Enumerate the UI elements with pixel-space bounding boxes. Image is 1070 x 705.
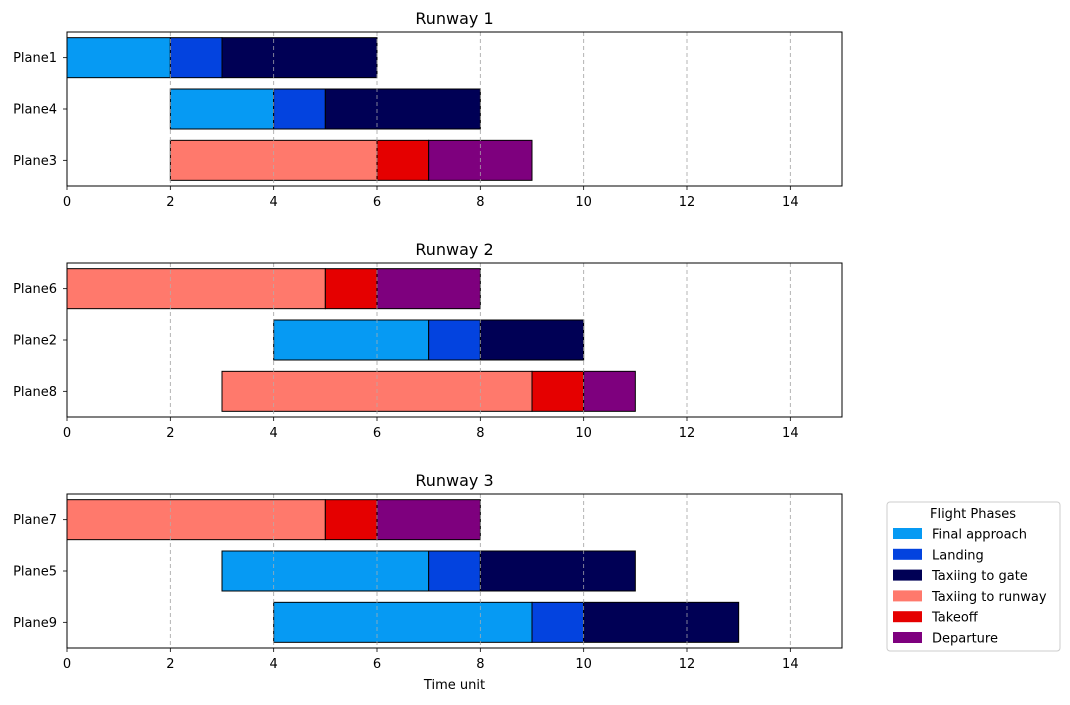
x-tick-label: 4 [270,657,278,672]
bar-segment [583,601,740,643]
legend-label: Takeoff [931,611,979,626]
legend-entry: Landing [893,548,984,563]
x-tick-label: 10 [575,426,592,441]
bar-segment [376,268,481,310]
x-tick-label: 14 [782,426,799,441]
x-tick-label: 6 [373,426,381,441]
legend-title: Flight Phases [930,507,1016,522]
subplot-title: Runway 2 [415,240,493,259]
legend-label: Departure [932,632,998,647]
bar-segment [66,499,326,541]
subplot-title: Runway 1 [415,9,493,28]
x-tick-label: 14 [782,657,799,672]
bar-segment [428,550,481,592]
x-tick-label: 10 [575,195,592,210]
bar-segment [376,139,430,181]
bar-segment [221,550,430,592]
x-tick-label: 2 [166,426,174,441]
bar-segment [66,37,171,79]
x-tick-label: 6 [373,195,381,210]
legend-swatch [893,632,922,643]
bar-segment [169,88,275,130]
y-tick-label: Plane4 [13,103,57,118]
bar-segment [324,88,481,130]
x-tick-label: 14 [782,195,799,210]
x-tick-label: 2 [166,195,174,210]
legend-swatch [893,528,922,539]
bar-segment [531,601,585,643]
legend-box [886,501,1061,652]
legend-swatch [893,548,922,560]
x-tick-label: 4 [270,195,278,210]
subplot-3: Plane7 Plane5 Plane9 0 2 4 6 8 10 12 14 Runway 3 [13,471,843,672]
axes-frame [66,493,843,649]
legend-entry: Final approach [893,528,1027,543]
x-tick-label: 0 [63,657,71,672]
bar-segment [273,88,326,130]
x-tick-label: 6 [373,657,381,672]
legend-swatch [893,590,922,602]
x-tick-label: 10 [575,657,592,672]
x-axis-label: Time unit [423,678,485,693]
legend-label: Landing [932,548,984,563]
y-tick-label: Plane1 [13,51,57,66]
bar-segment [479,550,636,592]
y-tick-label: Plane3 [13,154,57,169]
legend-label: Taxiing to runway [931,590,1047,605]
bar-segment [324,499,378,541]
legend-entry: Departure [893,632,998,647]
y-tick-label: Plane9 [13,616,57,631]
legend: Flight Phases Final approach Landing Taxiin… [886,501,1061,652]
subplot-2: Plane6 Plane2 Plane8 0 2 4 6 8 10 12 14 Runway 2 [13,240,843,441]
legend-swatch [893,569,922,581]
x-tick-label: 2 [166,657,174,672]
axes-frame [66,31,843,187]
x-tick-label: 0 [63,426,71,441]
x-tick-label: 0 [63,195,71,210]
y-tick-label: Plane8 [13,385,57,400]
legend-entry: Takeoff [893,611,979,626]
bar-segment [583,370,636,412]
x-tick-label: 12 [679,195,696,210]
bar-segment [479,319,585,361]
bar-segment [273,319,430,361]
x-tick-label: 8 [476,426,484,441]
bar-segment [531,370,585,412]
x-tick-label: 12 [679,657,696,672]
axes-frame [66,262,843,418]
x-tick-label: 12 [679,426,696,441]
bar-segment [221,37,378,79]
legend-swatch [893,611,922,623]
bar-segment [273,601,533,643]
y-tick-label: Plane5 [13,565,57,580]
bar-segment [324,268,378,310]
x-tick-label: 8 [476,195,484,210]
bar-segment [169,37,223,79]
bar-segment [376,499,481,541]
x-tick-label: 4 [270,426,278,441]
y-tick-label: Plane6 [13,282,57,297]
legend-entry: Taxiing to gate [893,569,1028,584]
legend-label: Taxiing to gate [931,569,1028,584]
bar-segment [66,268,326,310]
subplot-title: Runway 3 [415,471,493,490]
bar-segment [428,319,481,361]
subplot-1: Plane1 Plane4 Plane3 0 2 4 6 8 10 12 14 Runway 1 [13,9,843,210]
legend-entry: Taxiing to runway [893,590,1047,605]
x-tick-label: 8 [476,657,484,672]
y-tick-label: Plane2 [13,334,57,349]
y-tick-label: Plane7 [13,513,57,528]
legend-label: Final approach [932,528,1027,543]
